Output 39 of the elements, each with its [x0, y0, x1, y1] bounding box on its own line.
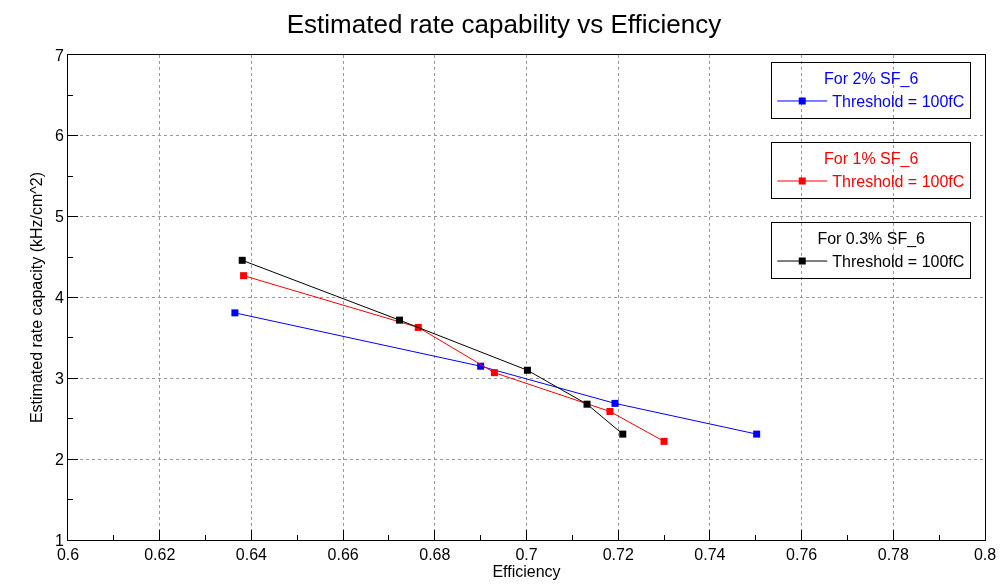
x-tick-label: 0.62	[144, 546, 176, 564]
annotation: For 2% SF_6	[824, 70, 919, 89]
point	[660, 437, 668, 445]
point	[396, 316, 403, 324]
point	[583, 400, 591, 408]
point	[753, 430, 761, 438]
y-axis-title: Estimated rate capacity (kHz/cm^2)	[27, 171, 45, 424]
y-tick-label: 5	[54, 208, 64, 226]
y-tick-label: 6	[54, 127, 64, 145]
x-axis-title: Efficiency	[492, 563, 561, 581]
point	[490, 369, 498, 377]
x-tick-label: 0.8	[973, 546, 997, 564]
x-tick-label: 0.78	[877, 546, 909, 564]
point	[619, 430, 627, 438]
y-tick-label: 7	[54, 46, 64, 64]
x-tick-label: 0.64	[235, 546, 268, 564]
point	[231, 309, 239, 317]
point	[611, 399, 619, 407]
x-tick-label: 0.66	[327, 546, 359, 564]
x-tick-label: 0.76	[786, 546, 818, 564]
annotation: For 1% SF_6	[824, 150, 919, 169]
y-tick-label: 4	[54, 289, 64, 307]
x-tick-label: 0.72	[602, 546, 634, 564]
point	[523, 366, 531, 374]
point	[238, 256, 246, 264]
x-tick-label: 0.68	[419, 546, 451, 564]
legend-label: Threshold = 100fC	[832, 173, 965, 191]
point	[606, 407, 614, 415]
x-tick-label: 0.6	[56, 546, 80, 564]
y-tick-label: 1	[54, 531, 64, 549]
legend-label: Threshold = 100fC	[832, 253, 965, 271]
y-tick-label: 3	[54, 369, 64, 387]
point	[240, 272, 248, 280]
x-tick-label: 0.74	[694, 546, 726, 564]
x-tick-label: 0.7	[515, 546, 538, 564]
chart-title: Estimated rate capability vs Efficiency	[286, 8, 722, 39]
annotation: For 0.3% SF_6	[817, 230, 926, 249]
legend-label: Threshold = 100fC	[832, 93, 965, 111]
y-tick-label: 2	[54, 450, 64, 468]
